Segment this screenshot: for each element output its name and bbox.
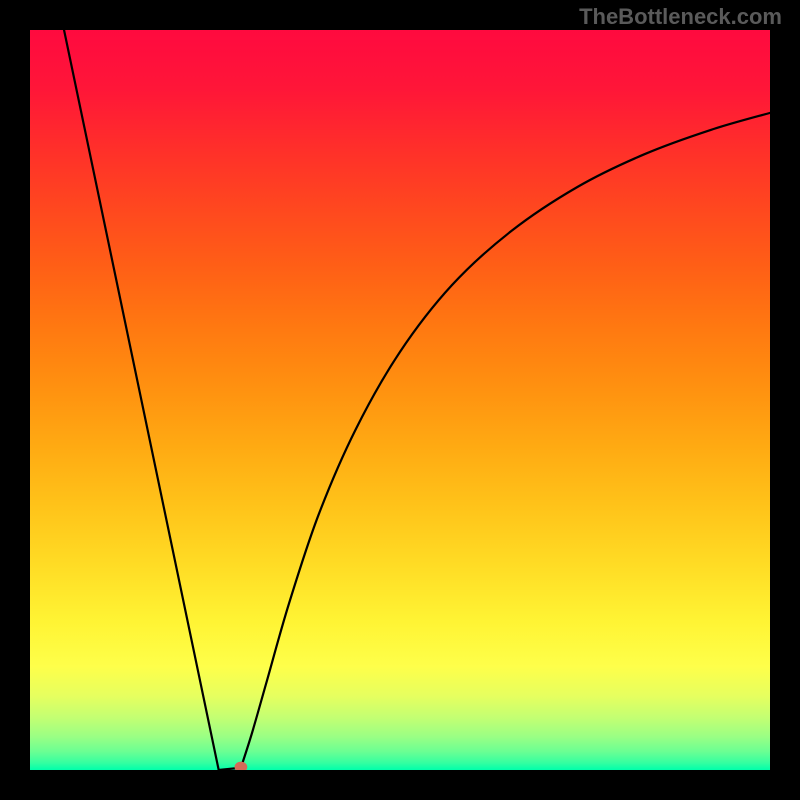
plot-svg — [30, 30, 770, 770]
chart-container: TheBottleneck.com — [0, 0, 800, 800]
watermark-text: TheBottleneck.com — [579, 4, 782, 30]
